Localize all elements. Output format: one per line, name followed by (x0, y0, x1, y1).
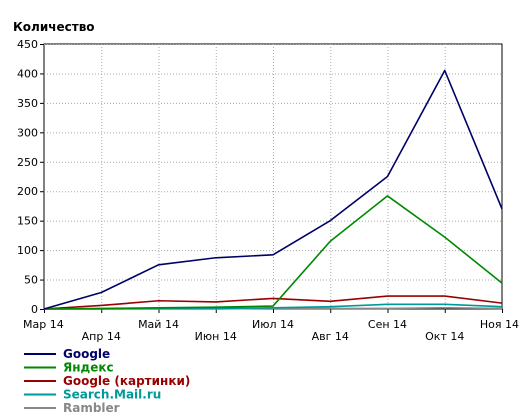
x-tick-label: Ноя 14 (480, 318, 519, 331)
legend-label: Google (63, 347, 110, 361)
x-tick-label: Мар 14 (23, 318, 64, 331)
series-line (43, 195, 503, 310)
x-tick-label: Май 14 (138, 318, 179, 331)
legend-label: Яндекс (63, 361, 114, 375)
y-tick-label: 150 (17, 215, 38, 228)
y-tick-label: 450 (17, 38, 38, 51)
y-tick-label: 300 (17, 126, 38, 139)
x-tick-label: Апр 14 (82, 330, 121, 343)
y-tick-label: 50 (24, 274, 38, 287)
series-line (43, 295, 503, 310)
x-tick-label: Окт 14 (425, 330, 464, 343)
series-line (43, 69, 503, 310)
y-tick-label: 100 (17, 244, 38, 257)
y-axis-title: Количество (13, 20, 95, 34)
y-tick-label: 350 (17, 97, 38, 110)
y-tick-label: 0 (31, 303, 38, 316)
legend-label: Rambler (63, 401, 120, 415)
legend-label: Search.Mail.ru (63, 388, 161, 402)
x-tick-label: Сен 14 (368, 318, 407, 331)
y-tick-label: 400 (17, 67, 38, 80)
x-tick-label: Июл 14 (252, 318, 294, 331)
grid-lines (44, 44, 502, 309)
series-lines (43, 69, 503, 310)
y-tick-label: 200 (17, 185, 38, 198)
y-axis-ticks: 0 50 100 150 200 250 300 350 400 450 (17, 38, 44, 316)
y-tick-label: 250 (17, 156, 38, 169)
x-tick-label: Авг 14 (312, 330, 349, 343)
x-tick-label: Июн 14 (195, 330, 237, 343)
x-axis-ticks: Мар 14 Апр 14 Май 14 Июн 14 Июл 14 Авг 14 Сен … (23, 309, 519, 343)
legend-label: Google (картинки) (63, 374, 190, 388)
